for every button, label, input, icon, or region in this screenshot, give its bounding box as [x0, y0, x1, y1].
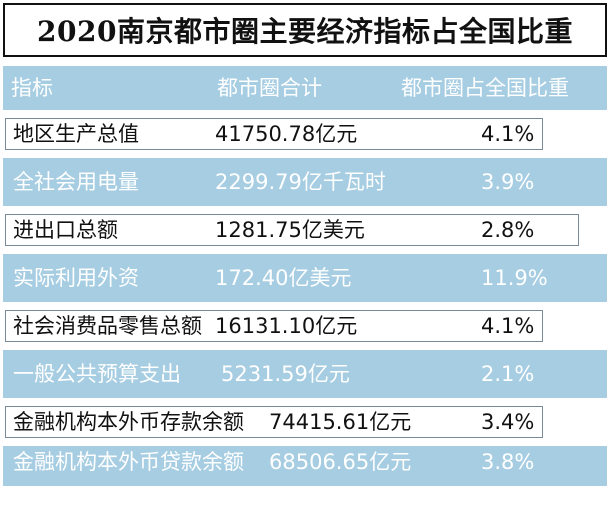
row-indicator: 金融机构本外币贷款余额	[13, 450, 244, 474]
row-frame	[5, 406, 543, 438]
row-indicator: 金融机构本外币存款余额	[13, 410, 244, 434]
row-total: 1281.75亿美元	[215, 218, 365, 242]
row-indicator: 实际利用外资	[13, 266, 139, 290]
row-total: 5231.59亿元	[221, 362, 350, 386]
table-header: 指标 都市圈合计 都市圈占全国比重	[3, 66, 607, 110]
row-indicator: 地区生产总值	[13, 122, 139, 146]
row-indicator: 一般公共预算支出	[13, 362, 181, 386]
row-frame	[5, 118, 543, 150]
row-share: 11.9%	[481, 266, 548, 290]
row-frame	[5, 214, 579, 246]
row-share: 3.9%	[481, 170, 535, 194]
row-share: 4.1%	[481, 122, 535, 146]
table-row: 进出口总额 1281.75亿美元 2.8%	[3, 206, 607, 254]
header-indicator: 指标	[11, 76, 53, 100]
row-share: 4.1%	[481, 314, 535, 338]
row-share: 3.4%	[481, 410, 535, 434]
row-indicator: 进出口总额	[13, 218, 118, 242]
table-row: 全社会用电量 2299.79亿千瓦时 3.9%	[3, 158, 607, 206]
table-row: 金融机构本外币存款余额 74415.61亿元 3.4%	[3, 398, 607, 446]
table-row: 地区生产总值 41750.78亿元 4.1%	[3, 110, 607, 158]
page-title: 2020南京都市圈主要经济指标占全国比重	[3, 3, 607, 57]
table-row: 一般公共预算支出 5231.59亿元 2.1%	[3, 350, 607, 398]
row-share: 3.8%	[481, 450, 535, 474]
row-indicator: 全社会用电量	[13, 170, 139, 194]
row-frame	[5, 310, 543, 342]
row-share: 2.8%	[481, 218, 535, 242]
row-total: 68506.65亿元	[269, 450, 412, 474]
row-total: 2299.79亿千瓦时	[215, 170, 386, 194]
row-share: 2.1%	[481, 362, 535, 386]
row-total: 74415.61亿元	[269, 410, 412, 434]
bottom-margin	[3, 486, 607, 515]
header-metro-share: 都市圈占全国比重	[401, 76, 569, 100]
header-metro-total: 都市圈合计	[217, 76, 322, 100]
row-total: 41750.78亿元	[215, 122, 358, 146]
row-total: 172.40亿美元	[215, 266, 352, 290]
row-total: 16131.10亿元	[215, 314, 358, 338]
row-indicator: 社会消费品零售总额	[13, 314, 202, 338]
table-row: 金融机构本外币贷款余额 68506.65亿元 3.8%	[3, 446, 607, 486]
table-row: 社会消费品零售总额 16131.10亿元 4.1%	[3, 302, 607, 350]
table-row: 实际利用外资 172.40亿美元 11.9%	[3, 254, 607, 302]
